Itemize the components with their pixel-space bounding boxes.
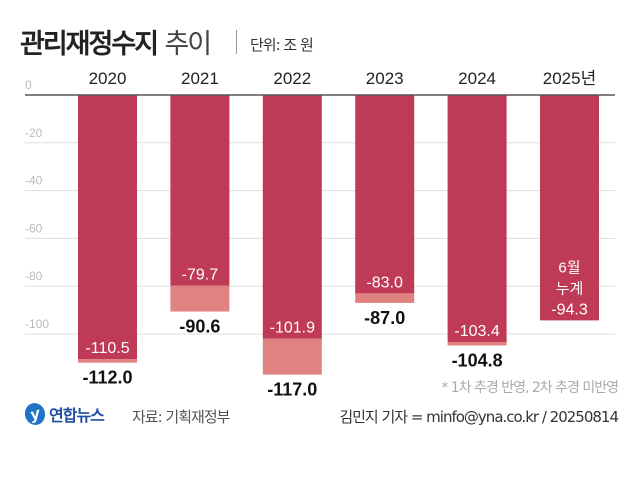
- data-label-total: -117.0: [267, 380, 317, 400]
- x-category-label: 2022: [273, 69, 311, 88]
- bar-segment-main: [262, 95, 322, 339]
- bar-segment-main: [355, 95, 415, 294]
- bar-segment-total: [170, 285, 230, 312]
- data-label-total: -112.0: [82, 368, 132, 388]
- bar-segment-main: [78, 95, 137, 360]
- bar-segment-total: [262, 338, 322, 375]
- data-label-main: -101.9: [270, 320, 315, 337]
- bar-segment-main: [170, 95, 230, 286]
- bar-segment-main: [540, 95, 599, 321]
- logo-text: 연합뉴스: [49, 406, 105, 425]
- data-label-main: -103.4: [454, 323, 499, 340]
- x-category-label: 2021: [181, 69, 219, 88]
- title-light: 추이: [164, 29, 212, 60]
- data-annotation: 누계: [556, 280, 584, 297]
- data-label-total: -90.6: [179, 317, 220, 337]
- bar-segment-main: [447, 95, 507, 343]
- y-tick-label: -20: [25, 126, 43, 140]
- y-tick-label: -40: [25, 174, 43, 188]
- data-label-total: -87.0: [364, 308, 405, 328]
- y-tick-label: 0: [25, 78, 32, 92]
- y-tick-label: -100: [25, 317, 49, 331]
- data-label-total: -104.8: [452, 350, 503, 370]
- data-label-main: -79.7: [182, 266, 219, 283]
- footnote: * 1차 추경 반영, 2차 추경 미반영: [441, 380, 619, 396]
- credit: 김민지 기자 = minfo@yna.co.kr / 20250814: [339, 408, 619, 426]
- chart-title: 관리재정수지 추이: [20, 22, 212, 61]
- x-category-label: 2020: [89, 69, 127, 88]
- bar-segment-total: [355, 293, 415, 303]
- source: 자료: 기획재정부: [132, 408, 230, 426]
- data-label-main: -83.0: [366, 274, 403, 291]
- x-category-label: 2024: [458, 69, 496, 88]
- bar-segment-total: [447, 342, 507, 346]
- yonhap-logo: y 연합뉴스: [22, 400, 105, 428]
- title-divider: [236, 30, 237, 54]
- unit-label: 단위: 조 원: [250, 36, 314, 54]
- title-bold: 관리재정수지: [20, 29, 159, 60]
- x-category-label: 2023: [366, 69, 404, 88]
- x-category-label: 2025년: [543, 69, 596, 88]
- bar-segment-total: [78, 359, 137, 363]
- data-annotation: 6월: [558, 259, 580, 276]
- logo-mark-icon: y: [22, 400, 48, 428]
- data-label-main: -94.3: [551, 301, 588, 318]
- y-tick-label: -80: [25, 269, 43, 283]
- data-label-main: -110.5: [85, 340, 129, 357]
- y-tick-label: -60: [25, 221, 43, 235]
